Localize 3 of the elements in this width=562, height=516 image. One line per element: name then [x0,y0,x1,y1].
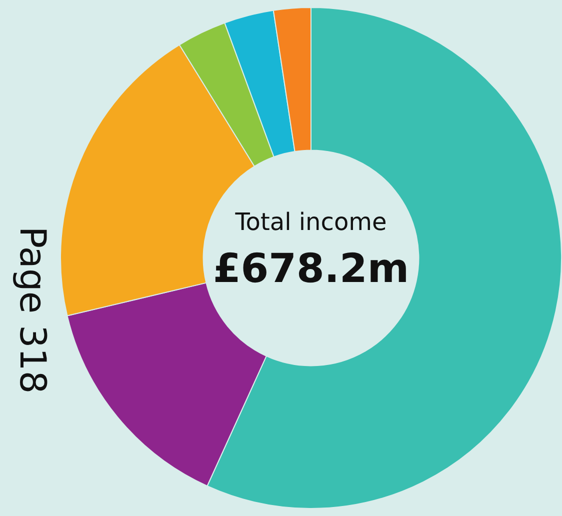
text: Total income [234,208,388,236]
text: Page 318 [12,226,52,394]
text: £678.2m [212,246,410,292]
